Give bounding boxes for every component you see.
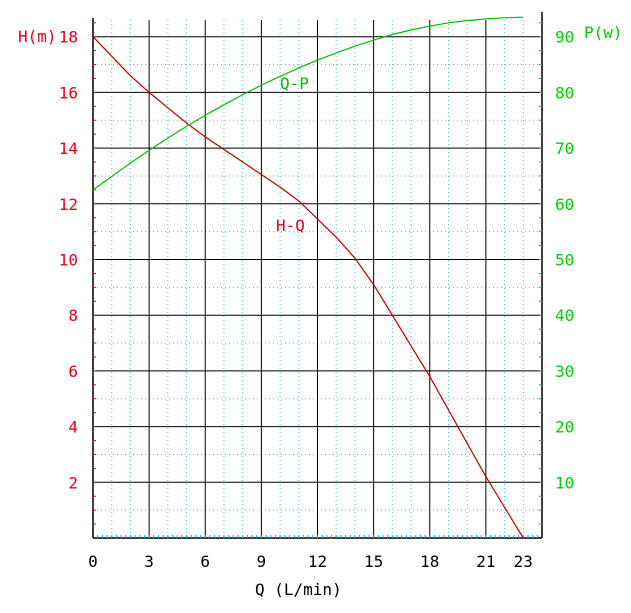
x-tick-label: 0 [88,552,98,571]
left-tick-label: 18 [59,28,78,47]
left-tick-label: 16 [59,83,78,102]
hq-curve-line [92,36,524,539]
left-tick-label: 6 [68,362,78,381]
left-tick-label: 12 [59,195,78,214]
left-tick-label: 4 [68,418,78,437]
x-tick-label: 18 [420,552,439,571]
left-axis-title: H(m) [18,27,57,46]
x-tick-label: 21 [476,552,495,571]
right-tick-label: 80 [555,83,574,102]
left-tick-label: 10 [59,251,78,270]
x-tick-label: 9 [257,552,267,571]
left-tick-label: 8 [68,306,78,325]
x-tick-label: 6 [200,552,210,571]
major-grid [93,20,542,538]
x-tick-label: 3 [144,552,154,571]
x-axis-title: Q (L/min) [255,580,342,599]
right-tick-label: 20 [555,418,574,437]
x-tick-label: 12 [308,552,327,571]
series-label-qp: Q-P [280,74,309,93]
qp-curve-line [92,16,524,191]
right-tick-label: 40 [555,306,574,325]
left-tick-label: 14 [59,139,78,158]
right-axis-title: P(w) [584,23,623,42]
x-tick-label: 23 [514,552,533,571]
series [92,16,524,539]
series-label-hq: H-Q [276,216,305,235]
x-tick-label: 15 [364,552,383,571]
right-tick-label: 30 [555,362,574,381]
right-tick-label: 70 [555,139,574,158]
left-tick-labels: 2 4 6 8 10 12 14 16 18 [59,28,78,493]
left-tick-label: 2 [68,473,78,492]
right-tick-labels: 10 20 30 40 50 60 70 80 90 [555,28,574,493]
right-tick-label: 10 [555,473,574,492]
axes [92,12,543,539]
right-tick-label: 90 [555,28,574,47]
right-tick-label: 60 [555,195,574,214]
x-tick-labels: 0 3 6 9 12 15 18 21 23 [88,552,533,571]
right-tick-label: 50 [555,251,574,270]
